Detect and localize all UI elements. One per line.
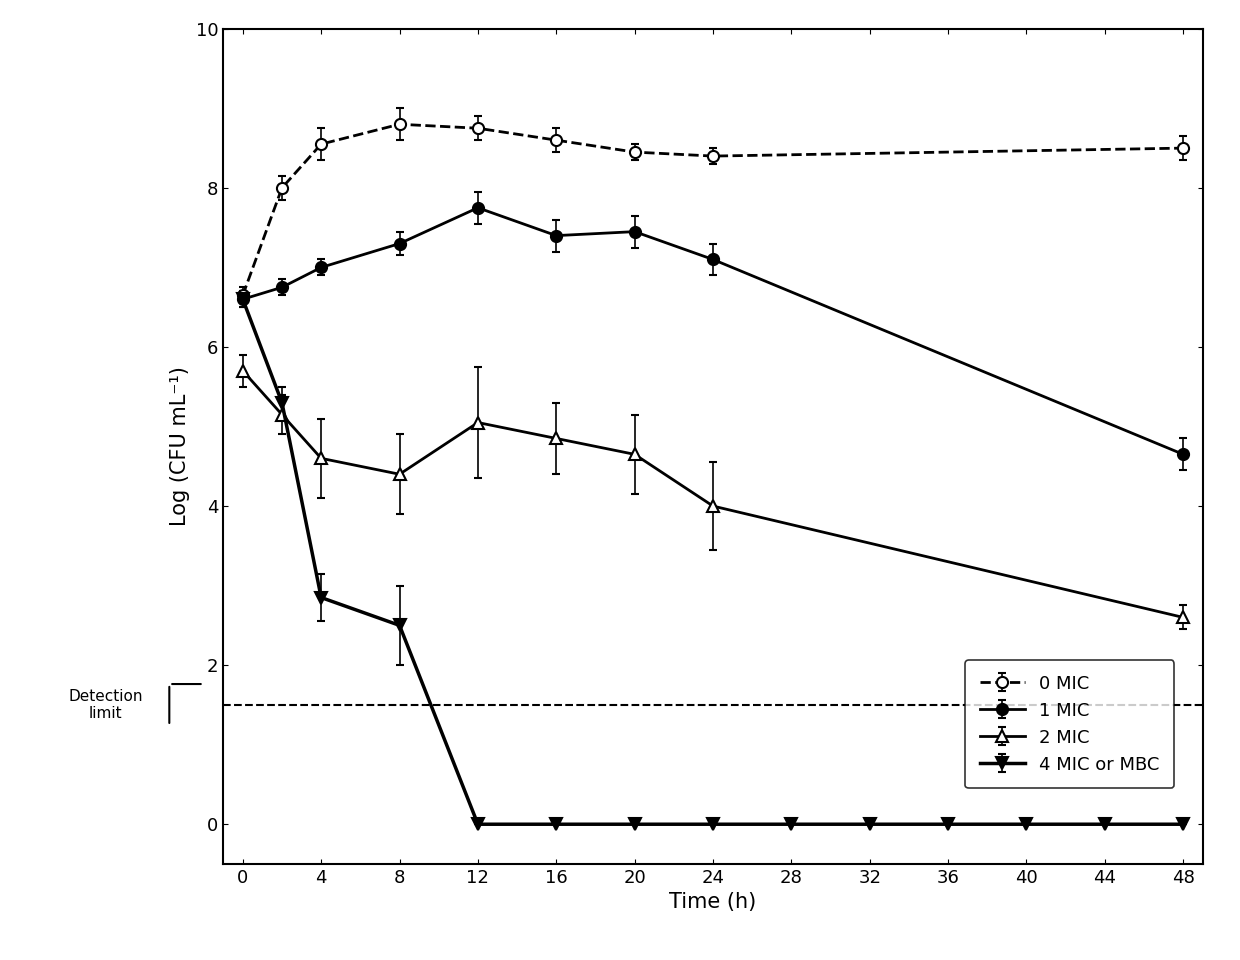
Text: Detection
limit: Detection limit bbox=[68, 688, 143, 721]
Y-axis label: Log (CFU mL⁻¹): Log (CFU mL⁻¹) bbox=[170, 367, 190, 526]
X-axis label: Time (h): Time (h) bbox=[670, 893, 756, 912]
Legend: 0 MIC, 1 MIC, 2 MIC, 4 MIC or MBC: 0 MIC, 1 MIC, 2 MIC, 4 MIC or MBC bbox=[965, 660, 1174, 788]
